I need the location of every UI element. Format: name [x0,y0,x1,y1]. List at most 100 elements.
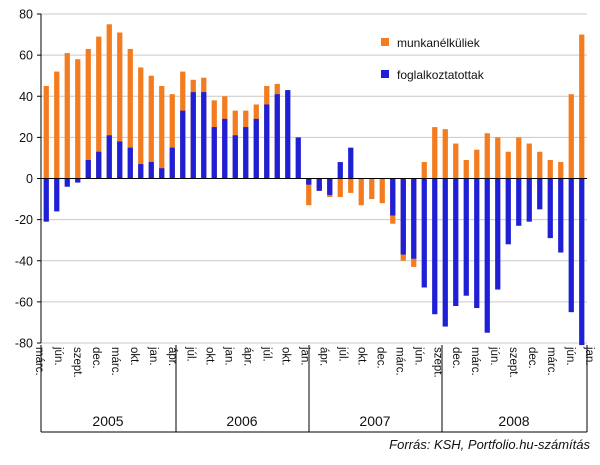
year-label-2005: 2005 [92,413,123,429]
bars [43,24,585,346]
bar-munkanelkuliek-1 [54,71,60,179]
bar-foglalkoztatottak-47 [537,178,543,210]
bar-munkanelkuliek-48 [547,159,553,179]
x-tick-label-15: ápr. [318,347,330,366]
x-tick-label-25: szept. [507,347,519,378]
x-tick-label-19: márc. [393,347,405,376]
bar-foglalkoztatottak-37 [432,178,438,315]
bar-munkanelkuliek-10 [148,75,154,179]
bar-munkanelkuliek-39 [453,143,459,179]
x-tick-label-27: márc. [545,347,557,376]
bar-munkanelkuliek-46 [526,143,532,179]
bar-munkanelkuliek-5 [96,36,102,179]
bar-foglalkoztatottak-8 [127,147,133,179]
bar-munkanelkuliek-49 [558,162,564,179]
y-tick-label--80: -80 [15,337,33,351]
bar-munkanelkuliek-38 [442,129,448,179]
legend: munkanélküliek foglalkoztatottak [381,36,485,82]
bar-foglalkoztatottak-20 [253,118,259,179]
y-tick-label-20: 20 [19,131,33,145]
y-tick-label-40: 40 [19,90,33,104]
bar-foglalkoztatottak-11 [159,168,165,179]
bar-munkanelkuliek-41 [474,149,480,179]
bar-foglalkoztatottak-35 [411,178,417,259]
bar-foglalkoztatottak-49 [558,178,564,253]
bar-munkanelkuliek-8 [127,48,133,179]
bar-foglalkoztatottak-42 [484,178,490,333]
bar-foglalkoztatottak-39 [453,178,459,306]
bar-munkanelkuliek-29 [348,178,354,193]
x-tick-label-0: márc. [33,347,45,376]
bar-munkanelkuliek-25 [306,178,312,206]
bar-foglalkoztatottak-27 [327,178,333,195]
bar-foglalkoztatottak-44 [505,178,511,245]
x-tick-label-11: ápr. [242,347,254,366]
x-tick-label-18: dec. [374,347,386,369]
bar-foglalkoztatottak-14 [190,92,196,179]
legend-label-munkanelkuliek: munkanélküliek [397,36,481,50]
bar-munkanelkuliek-32 [379,178,385,204]
bar-foglalkoztatottak-2 [64,178,70,187]
axes [37,13,588,433]
bar-foglalkoztatottak-25 [306,178,312,185]
bar-munkanelkuliek-4 [85,48,91,179]
bar-munkanelkuliek-7 [117,32,123,179]
x-tick-label-29: jan. [583,346,595,366]
bar-foglalkoztatottak-29 [348,147,354,179]
bar-munkanelkuliek-28 [337,178,343,198]
bar-foglalkoztatottak-45 [516,178,522,226]
legend-swatch-foglalkoztatottak [381,70,389,78]
bar-foglalkoztatottak-7 [117,141,123,179]
year-label-2007: 2007 [359,413,390,429]
bar-foglalkoztatottak-4 [85,159,91,179]
bar-foglalkoztatottak-26 [316,178,322,191]
bar-foglalkoztatottak-9 [138,164,144,179]
bar-munkanelkuliek-51 [579,34,585,179]
bar-foglalkoztatottak-23 [285,90,291,179]
bar-foglalkoztatottak-36 [421,178,427,288]
bar-foglalkoztatottak-5 [96,151,102,179]
y-tick-label--40: -40 [15,254,33,268]
bar-foglalkoztatottak-15 [201,92,207,179]
x-tick-label-17: okt. [355,347,367,366]
bar-foglalkoztatottak-24 [295,137,301,179]
x-tick-label-14: jan. [299,346,311,366]
bar-munkanelkuliek-3 [75,59,81,179]
x-tick-label-4: márc. [109,347,121,376]
x-tick-label-7: ápr. [166,347,178,366]
bar-foglalkoztatottak-46 [526,178,532,222]
bar-foglalkoztatottak-12 [169,147,175,179]
bar-foglalkoztatottak-50 [568,178,574,313]
bar-munkanelkuliek-9 [138,67,144,179]
x-tick-label-8: júl. [185,346,197,362]
x-tick-label-3: dec. [90,347,102,369]
x-tick-label-23: márc. [469,347,481,376]
x-tick-label-16: júl. [336,346,348,362]
x-tick-label-9: okt. [204,347,216,366]
bar-foglalkoztatottak-28 [337,162,343,179]
bar-munkanelkuliek-11 [159,85,165,179]
y-tick-label-80: 80 [19,8,33,22]
bar-munkanelkuliek-50 [568,94,574,179]
x-tick-label-20: jún. [412,346,424,366]
bar-munkanelkuliek-6 [106,24,112,179]
bar-foglalkoztatottak-6 [106,135,112,179]
year-label-2006: 2006 [226,413,257,429]
bar-foglalkoztatottak-33 [390,178,396,216]
bar-foglalkoztatottak-0 [43,178,49,222]
x-tick-label-12: júl. [261,346,273,362]
bar-foglalkoztatottak-22 [274,94,280,179]
x-tick-labels: márc. jún. szept. dec. márc. okt. jan. ápr. júl.… [33,346,595,378]
bar-munkanelkuliek-42 [484,133,490,179]
legend-label-foglalkoztatottak: foglalkoztatottak [397,68,485,82]
x-tick-label-6: jan. [147,346,159,366]
year-labels: 2005 2006 2007 2008 [92,413,529,429]
bar-munkanelkuliek-2 [64,53,70,179]
bar-foglalkoztatottak-10 [148,162,154,179]
year-label-2008: 2008 [498,413,529,429]
x-tick-label-2: szept. [71,347,83,378]
bar-munkanelkuliek-40 [463,159,469,179]
bar-foglalkoztatottak-3 [75,178,81,183]
bar-munkanelkuliek-30 [358,178,364,206]
bar-munkanelkuliek-36 [421,162,427,179]
